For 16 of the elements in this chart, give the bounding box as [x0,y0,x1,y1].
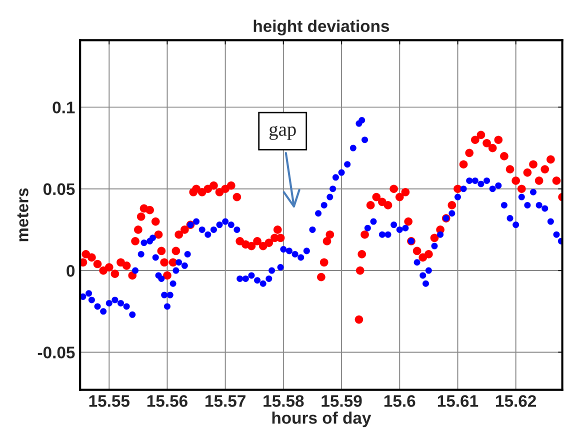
x-tick-label: 15.55 [89,395,130,407]
x-tick-label: 15.61 [438,395,478,407]
y-tick-label: 0.05 [43,183,75,196]
y-axis-title: meters [17,188,28,242]
x-tick-label: 15.58 [264,395,304,407]
x-tick-label: 15.57 [206,395,246,407]
x-tick-label: 15.56 [147,395,188,407]
x-tick-label: 15.6 [384,395,416,407]
chart-title: height deviations [254,20,390,36]
x-axis-title: hours of day [272,412,372,428]
x-tick-label: 15.62 [496,395,536,407]
x-tick-label: 15.59 [322,395,362,407]
y-tick-label: 0.1 [52,102,75,114]
annotation: gap [269,126,296,140]
y-tick-label: 0 [66,264,75,277]
y-tick-label: -0.05 [38,346,75,358]
